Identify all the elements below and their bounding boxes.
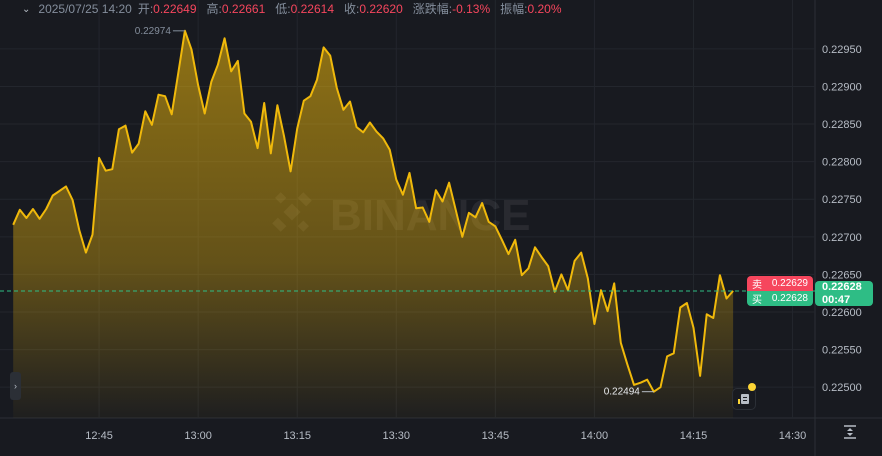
- bid-ask-box: 卖 0.22629 买 0.22628: [747, 276, 813, 306]
- x-tick-label: 14:00: [581, 430, 609, 442]
- sell-price: 0.22629: [771, 278, 808, 289]
- y-axis[interactable]: 0.22500 0.22550 0.22600 0.22650 0.22700 0.227…: [822, 44, 862, 394]
- buy-price: 0.22628: [771, 293, 808, 304]
- amplitude-value: 0.20%: [527, 2, 562, 16]
- x-tick-label: 13:00: [184, 430, 212, 442]
- close-label: 收:: [344, 2, 360, 16]
- candle-datetime: 2025/07/25 14:20: [38, 2, 132, 16]
- y-tick-label: 0.22850: [822, 119, 862, 131]
- notification-dot: [748, 383, 756, 391]
- low-value: 0.22614: [290, 2, 335, 16]
- y-tick-label: 0.22800: [822, 157, 862, 169]
- buy-row[interactable]: 买 0.22628: [747, 291, 813, 306]
- candle-countdown: 00:47: [822, 293, 851, 306]
- sell-label: 卖: [752, 280, 762, 291]
- fit-to-screen-icon[interactable]: [842, 424, 858, 440]
- price-line: [12, 29, 734, 393]
- y-tick-label: 0.22950: [822, 44, 862, 56]
- high-label: 高:: [206, 2, 222, 16]
- buy-label: 买: [752, 295, 762, 306]
- amplitude-label: 振幅:: [500, 2, 528, 16]
- y-tick-label: 0.22700: [822, 232, 862, 244]
- change-label: 涨跌幅:: [412, 2, 453, 16]
- min-price-label: 0.22494: [604, 387, 641, 398]
- x-tick-label: 12:45: [85, 430, 113, 442]
- sell-row[interactable]: 卖 0.22629: [747, 276, 813, 291]
- expand-panel-button[interactable]: ›: [10, 372, 21, 400]
- x-axis[interactable]: 12:45 13:00 13:15 13:30 13:45 14:00 14:15 14:30: [85, 430, 806, 442]
- chevron-right-icon: ›: [14, 381, 17, 391]
- ohlc-header: ⌄ 2025/07/25 14:20 开: 0.22649 高: 0.22661 低…: [22, 2, 572, 17]
- current-price-badge: 0.22628 00:47: [815, 281, 873, 306]
- high-value: 0.22661: [221, 2, 266, 16]
- change-value: -0.13%: [452, 2, 491, 16]
- y-tick-label: 0.22550: [822, 345, 862, 357]
- current-price: 0.22628: [822, 281, 862, 293]
- x-tick-label: 14:30: [779, 430, 807, 442]
- y-tick-label: 0.22600: [822, 307, 862, 319]
- chevron-down-icon[interactable]: ⌄: [22, 4, 31, 15]
- y-tick-label: 0.22650: [822, 269, 862, 281]
- x-tick-label: 13:30: [383, 430, 411, 442]
- price-area-fill: [13, 30, 734, 419]
- open-label: 开:: [137, 2, 154, 16]
- order-list-button[interactable]: [732, 388, 756, 410]
- x-tick-label: 14:15: [680, 430, 708, 442]
- y-tick-label: 0.22900: [822, 81, 862, 93]
- y-tick-label: 0.22500: [822, 382, 862, 394]
- y-tick-label: 0.22750: [822, 194, 862, 206]
- max-price-label: 0.22974: [135, 26, 172, 37]
- x-tick-label: 13:15: [283, 430, 311, 442]
- open-value: 0.22649: [153, 2, 197, 16]
- order-list-icon: [738, 394, 749, 404]
- close-value: 0.22620: [359, 2, 403, 16]
- low-label: 低:: [275, 2, 291, 16]
- x-tick-label: 13:45: [482, 430, 510, 442]
